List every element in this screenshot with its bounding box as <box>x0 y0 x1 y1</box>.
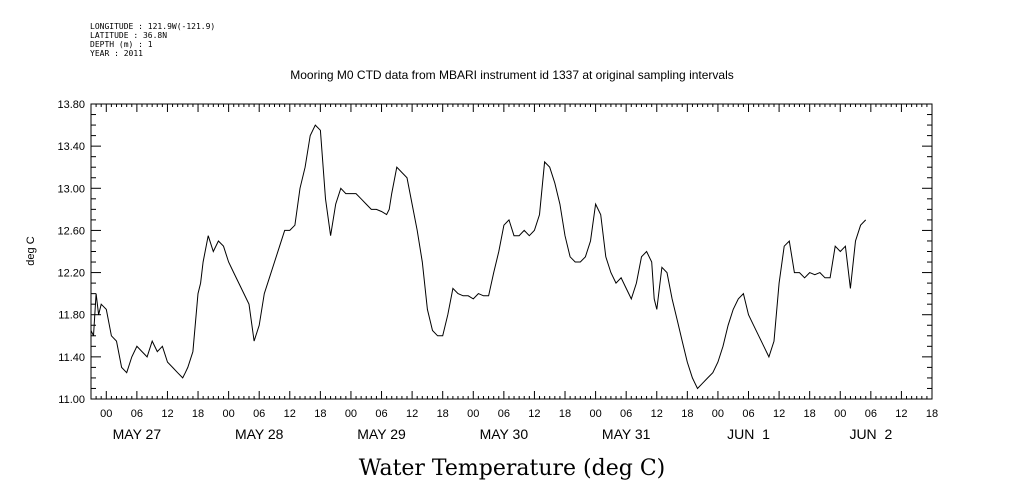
x-hour-label: 00 <box>100 408 112 420</box>
x-hour-label: 18 <box>314 408 326 420</box>
x-hour-label: 18 <box>681 408 693 420</box>
x-hour-label: 06 <box>620 408 632 420</box>
x-hour-label: 06 <box>865 408 877 420</box>
plot-frame <box>90 103 933 400</box>
x-hour-label: 12 <box>406 408 418 420</box>
x-hour-label: 06 <box>375 408 387 420</box>
y-tick-label: 11.80 <box>58 310 85 322</box>
x-hour-label: 12 <box>895 408 907 420</box>
depth-label: DEPTH (m) : 1 <box>90 40 153 49</box>
x-hour-label: 00 <box>589 408 601 420</box>
x-day-label: JUN 2 <box>849 426 892 442</box>
x-hour-label: 06 <box>253 408 265 420</box>
x-hour-label: 06 <box>131 408 143 420</box>
y-tick-label: 11.40 <box>58 352 85 364</box>
x-day-label: JUN 1 <box>727 426 770 442</box>
series-line <box>90 124 867 390</box>
chart-title: Mooring M0 CTD data from MBARI instrumen… <box>290 68 734 82</box>
x-day-label: MAY 28 <box>235 426 284 442</box>
y-axis: 11.00 11.40 11.80 12.20 12.60 13.00 13.40 13.80 <box>57 99 932 406</box>
x-hour-label: 18 <box>559 408 571 420</box>
x-hour-label: 12 <box>161 408 173 420</box>
y-tick-label: 13.00 <box>57 183 85 195</box>
y-tick-label: 12.20 <box>57 268 85 280</box>
x-day-label: MAY 30 <box>480 426 529 442</box>
x-hour-label: 00 <box>834 408 846 420</box>
y-tick-label: 13.40 <box>57 141 85 153</box>
x-hour-label: 12 <box>773 408 785 420</box>
x-hour-label: 12 <box>528 408 540 420</box>
x-day-label: MAY 27 <box>113 426 162 442</box>
longitude-label: LONGITUDE : 121.9W(-121.9) <box>90 22 216 31</box>
x-axis-title: Water Temperature (deg C) <box>359 456 666 481</box>
x-hour-label: 18 <box>804 408 816 420</box>
x-hour-label: 18 <box>437 408 449 420</box>
year-label: YEAR : 2011 <box>90 49 143 58</box>
x-hour-label: 12 <box>651 408 663 420</box>
y-tick-label: 12.60 <box>57 225 85 237</box>
x-hour-label: 00 <box>712 408 724 420</box>
x-day-label: MAY 29 <box>357 426 406 442</box>
y-axis-label: deg C <box>25 236 37 265</box>
latitude-label: LATITUDE : 36.8N <box>90 31 168 40</box>
x-hour-label: 00 <box>222 408 234 420</box>
x-hour-label: 12 <box>284 408 296 420</box>
x-hour-label: 18 <box>926 408 938 420</box>
y-tick-label: 11.00 <box>58 394 85 406</box>
y-tick-label: 13.80 <box>57 99 85 111</box>
x-day-label: MAY 31 <box>602 426 651 442</box>
x-hour-label: 00 <box>467 408 479 420</box>
x-hour-label: 18 <box>192 408 204 420</box>
x-hour-label: 06 <box>498 408 510 420</box>
x-axis: 00 06 12 18 00 06 12 18 00 06 12 18 00 06 12 18 00 06 12 18… <box>95 104 938 442</box>
x-hour-label: 06 <box>742 408 754 420</box>
x-hour-label: 00 <box>345 408 357 420</box>
